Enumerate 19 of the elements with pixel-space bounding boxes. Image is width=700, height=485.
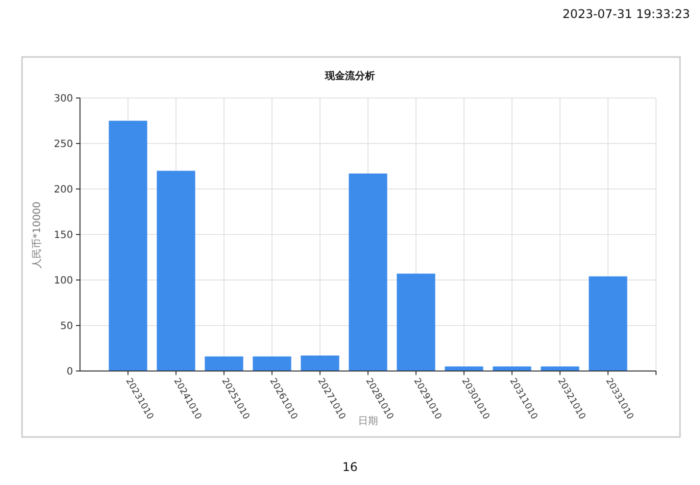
bar — [156, 170, 196, 371]
y-tick-label: 250 — [54, 139, 73, 150]
bar — [108, 120, 148, 371]
bar — [204, 356, 244, 371]
y-tick-label: 150 — [54, 230, 73, 241]
text: 16 — [342, 460, 358, 474]
y-tick-label: 0 — [66, 366, 73, 378]
bar — [300, 356, 340, 371]
bar — [396, 274, 436, 371]
y-tick-label: 200 — [54, 184, 73, 196]
bar — [348, 174, 388, 371]
bar — [588, 276, 628, 371]
bar — [252, 356, 292, 371]
y-tick-label: 100 — [54, 276, 73, 286]
chart-title: 现金流分析 — [324, 70, 375, 82]
y-axis-title: 人民币*10000 — [31, 202, 43, 268]
y-tick-label: 50 — [60, 321, 73, 332]
y-tick-label: 300 — [54, 94, 73, 104]
text: 2023-07-31 19:33:23 — [562, 7, 690, 21]
